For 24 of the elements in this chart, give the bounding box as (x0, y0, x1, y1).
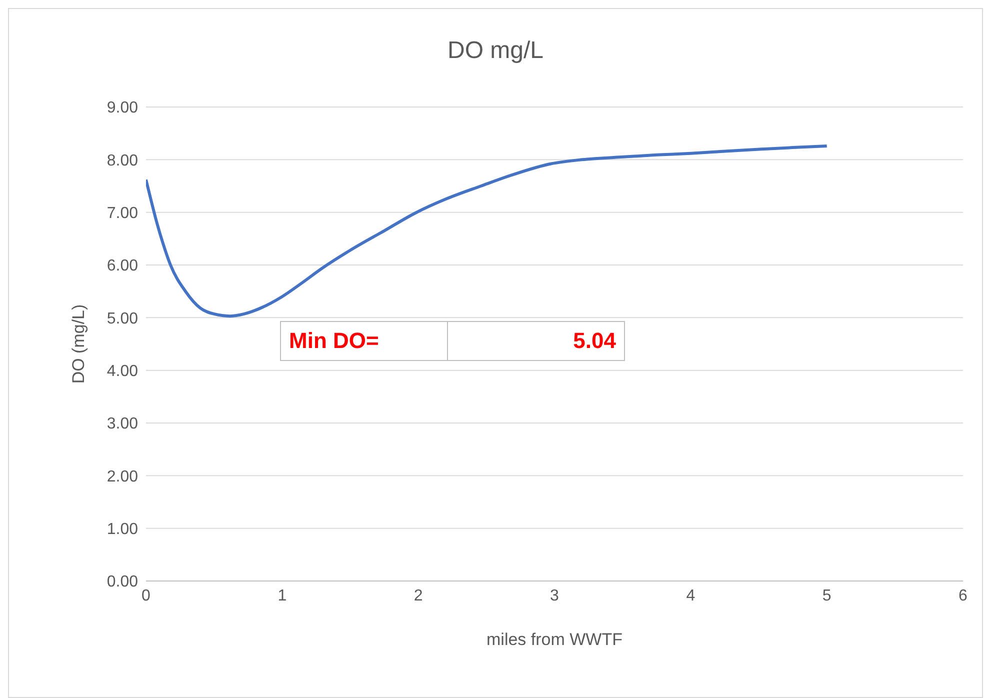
y-tick-label: 9.00 (106, 100, 138, 117)
y-tick-label: 4.00 (106, 363, 138, 380)
y-tick-label: 2.00 (106, 468, 138, 486)
x-tick-label: 1 (278, 587, 287, 604)
y-tick-label: 6.00 (106, 258, 138, 275)
y-axis-title: DO (mg/L) (69, 304, 88, 384)
x-tick-label: 0 (142, 587, 151, 604)
y-tick-label: 5.00 (106, 310, 138, 328)
y-tick-label: 3.00 (106, 416, 138, 433)
chart-title: DO mg/L (446, 37, 545, 65)
line-series (146, 144, 828, 318)
y-tick-label: 0.00 (106, 574, 138, 591)
x-tick-label: 5 (822, 587, 832, 604)
x-axis-title: miles from WWTF (486, 630, 622, 649)
x-tick-label: 3 (550, 587, 560, 604)
annotation: Min DO= (288, 327, 380, 355)
annotation: 5.04 (447, 322, 624, 360)
y-tick-label: 1.00 (106, 521, 138, 538)
x-tick-label: 2 (414, 587, 423, 604)
x-tick-label: 4 (686, 587, 696, 604)
y-tick-label: 8.00 (106, 152, 138, 170)
note-box: Min DO= 5.04 (280, 321, 625, 361)
y-tick-label: 7.00 (106, 205, 138, 222)
x-tick-label: 6 (958, 587, 968, 604)
